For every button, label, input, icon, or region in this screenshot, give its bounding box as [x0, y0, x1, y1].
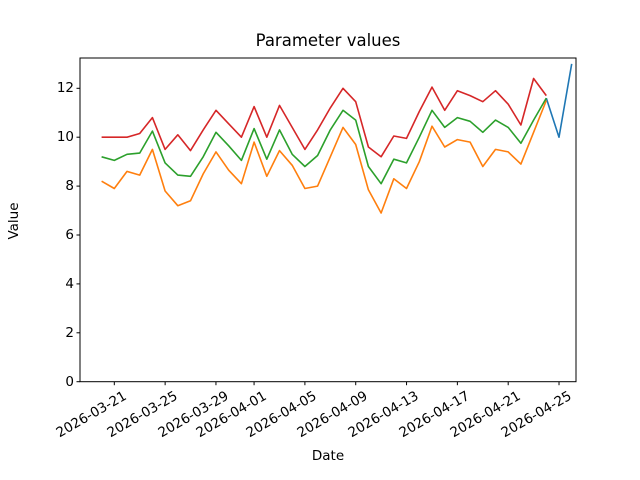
y-tick-label: 12	[56, 80, 74, 97]
plot-border	[79, 57, 577, 383]
chart-title: Parameter values	[255, 31, 401, 50]
param-orange-line	[101, 100, 548, 214]
y-tick-label: 4	[65, 275, 74, 292]
param-red-line	[101, 77, 547, 158]
y-axis-label: Value	[6, 202, 22, 240]
y-tick-label: 6	[65, 227, 74, 243]
param-green-line	[101, 97, 547, 185]
y-tick-label: 8	[65, 178, 74, 195]
x-axis-label: Date	[311, 448, 345, 464]
y-tick-label: 10	[56, 129, 74, 146]
y-tick-label: 2	[65, 324, 74, 341]
y-tick-label: 0	[65, 373, 74, 390]
param-blue-line	[545, 63, 573, 138]
